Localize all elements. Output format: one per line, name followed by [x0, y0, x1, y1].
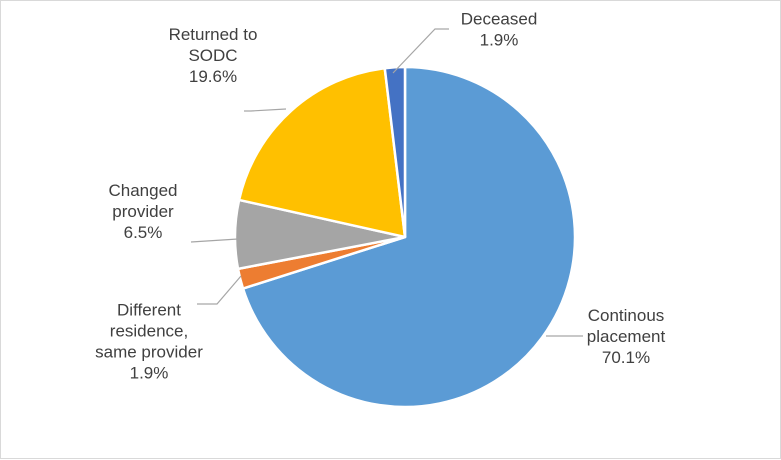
slice-category-label: residence, [110, 322, 188, 341]
slice-label-2: Changed provider 6.5% [108, 181, 177, 242]
slice-value-label: 1.9% [130, 364, 169, 383]
slice-category-label: same provider [95, 343, 203, 362]
labels-layer: Continous placement 70.1% Different residenc… [95, 10, 665, 383]
leader-line-4 [392, 28, 449, 74]
slice-category-label: Returned to [169, 25, 258, 44]
leaders-layer [190, 28, 583, 337]
slice-label-3: Returned to SODC 19.6% [169, 25, 258, 86]
pie-slice-3 [237, 66, 407, 239]
slice-label-1: Different residence, same provider 1.9% [95, 301, 203, 383]
leader-line-1 [197, 275, 242, 305]
slice-category-label: Different [117, 301, 181, 320]
slice-label-0: Continous placement 70.1% [587, 306, 666, 367]
slice-value-label: 6.5% [124, 223, 163, 242]
leader-line-2 [190, 238, 239, 243]
slice-category-label: Continous [588, 306, 665, 325]
slice-category-label: placement [587, 327, 666, 346]
leader-line-3 [244, 108, 287, 112]
slice-category-label: Changed [108, 181, 177, 200]
slice-value-label: 19.6% [189, 67, 237, 86]
slices-layer [233, 65, 577, 409]
slice-value-label: 70.1% [602, 348, 650, 367]
slice-value-label: 1.9% [480, 31, 519, 50]
pie-slice-0 [241, 65, 577, 409]
slice-category-label: provider [112, 202, 174, 221]
slice-category-label: Deceased [461, 10, 538, 29]
slice-label-4: Deceased 1.9% [461, 10, 538, 50]
slice-category-label: SODC [188, 46, 237, 65]
pie-slice-4 [383, 65, 407, 239]
